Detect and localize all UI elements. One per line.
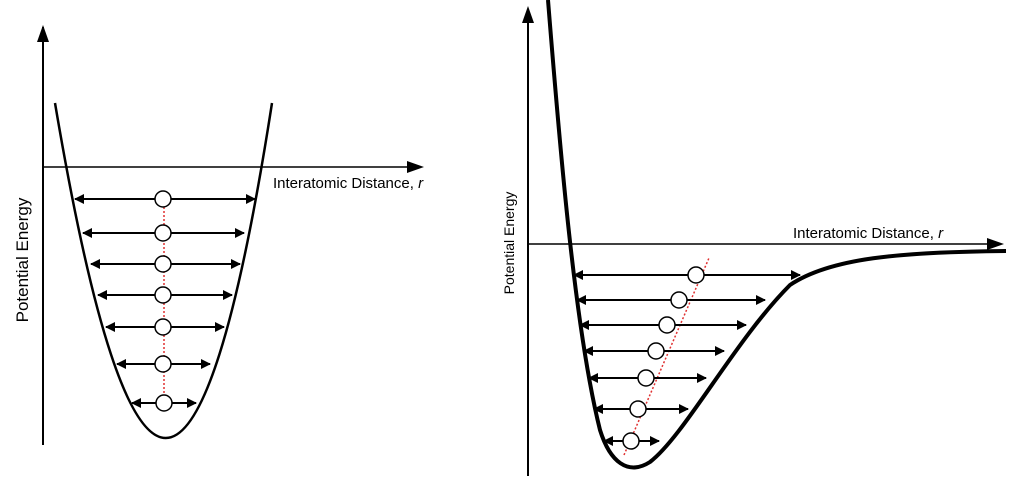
left-x-axis-label: Interatomic Distance, r bbox=[273, 175, 424, 192]
right-mean-position-marker-6 bbox=[629, 400, 647, 418]
right-y-axis-arrowhead bbox=[522, 6, 534, 23]
right-vibration-levels bbox=[573, 266, 801, 450]
right-x-axis-label: Interatomic Distance, r bbox=[793, 225, 944, 242]
left-mean-position-marker-3 bbox=[154, 255, 172, 273]
right-mean-position-marker-5 bbox=[637, 369, 655, 387]
right-mean-position-marker-4 bbox=[647, 342, 665, 360]
left-y-axis-arrowhead bbox=[37, 25, 49, 42]
left-mean-position-marker-4 bbox=[154, 286, 172, 304]
left-x-axis-variable: r bbox=[418, 175, 424, 192]
right-mean-position-marker-2 bbox=[670, 291, 688, 309]
right-y-axis-label: Potential Energy bbox=[501, 192, 517, 295]
left-mean-position-marker-1 bbox=[154, 190, 172, 208]
left-mean-position-marker-6 bbox=[154, 355, 172, 373]
left-mean-position-marker-5 bbox=[154, 318, 172, 336]
anharmonic-diagram: Potential Energy Interatomic Distance, r bbox=[501, 0, 1007, 476]
left-vibration-levels bbox=[74, 190, 256, 412]
right-x-axis-variable: r bbox=[938, 225, 944, 242]
left-x-axis-arrowhead bbox=[407, 161, 424, 173]
right-mean-position-marker-7 bbox=[622, 432, 640, 450]
right-mean-position-marker-3 bbox=[658, 316, 676, 334]
anharmonic-potential-curve bbox=[546, 0, 1007, 470]
left-mean-position-marker-7 bbox=[155, 394, 173, 412]
left-mean-position-marker-2 bbox=[154, 224, 172, 242]
harmonic-diagram: Potential Energy Interatomic Distance, r bbox=[13, 25, 424, 445]
right-mean-position-line bbox=[623, 257, 710, 456]
right-x-axis-arrowhead bbox=[987, 238, 1004, 250]
harmonic-potential-curve bbox=[53, 102, 274, 440]
left-y-axis-label: Potential Energy bbox=[13, 197, 32, 322]
right-mean-position-marker-1 bbox=[687, 266, 705, 284]
